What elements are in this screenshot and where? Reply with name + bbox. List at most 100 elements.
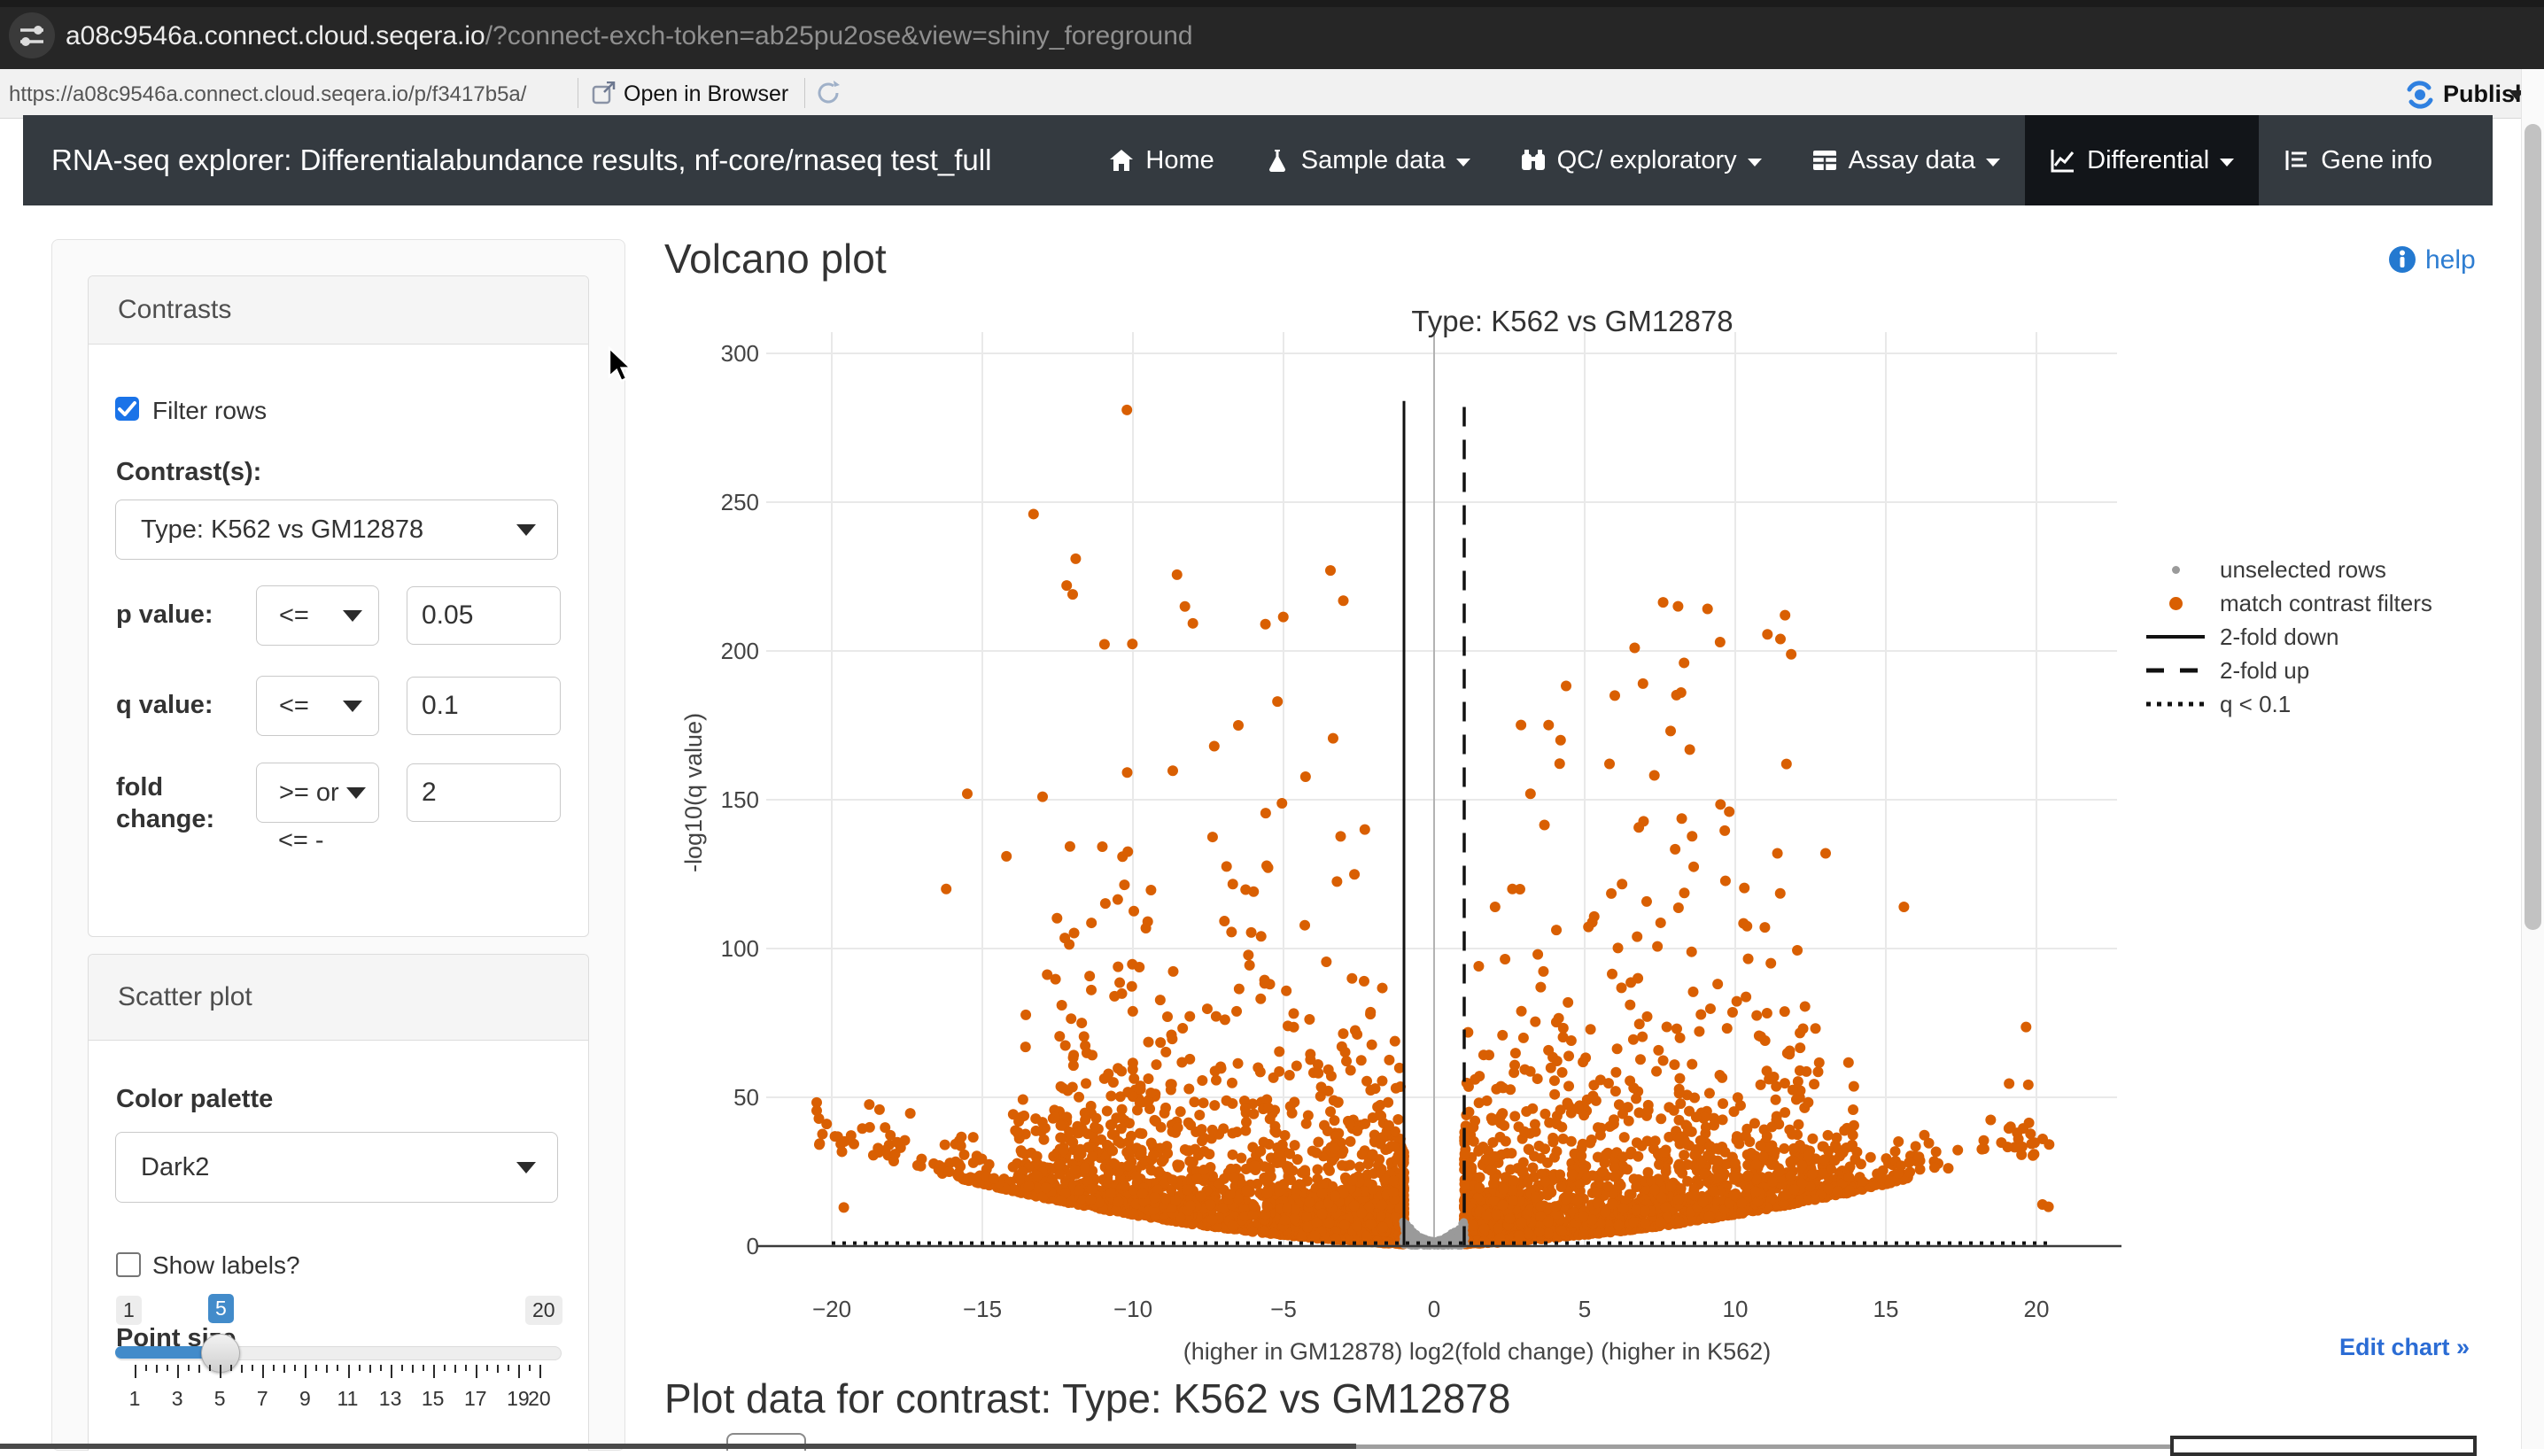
nav-label: Home (1145, 146, 1214, 175)
nav-item-differential[interactable]: Differential (2025, 115, 2259, 205)
legend-item-q-threshold: q < 0.1 (2144, 687, 2432, 721)
legend-label: unselected rows (2220, 556, 2386, 584)
nav-item-sample-data[interactable]: Sample data (1239, 115, 1495, 205)
color-palette-value: Dark2 (141, 1153, 209, 1182)
edit-chart-link[interactable]: Edit chart » (2339, 1334, 2470, 1361)
chevron-down-icon (2220, 159, 2234, 167)
help-link[interactable]: help (2425, 245, 2476, 275)
home-icon (1108, 147, 1135, 174)
app-title: RNA-seq explorer: Differentialabundance … (51, 143, 991, 177)
filter-rows-checkbox[interactable] (115, 397, 139, 421)
open-in-browser-icon[interactable] (592, 81, 617, 106)
nav-label: Gene info (2321, 146, 2432, 175)
tune-icon[interactable] (9, 12, 55, 58)
q-value-input-value: 0.1 (422, 691, 459, 721)
chevron-down-icon (1456, 159, 1470, 167)
chevron-down-icon (1748, 159, 1762, 167)
plot-legend: unselected rows match contrast filters 2… (2144, 553, 2432, 721)
orange-dot-icon (2144, 597, 2207, 610)
p-value-input[interactable]: 0.05 (407, 586, 561, 645)
refresh-icon[interactable] (815, 80, 842, 106)
nav-item-gene-info[interactable]: Gene info (2259, 115, 2457, 205)
bottom-edge-dark (0, 1444, 1356, 1449)
fold-change-operator-select[interactable]: >= or (256, 763, 379, 823)
chevron-down-icon (516, 524, 536, 536)
sidebar-well: Contrasts Filter rows Contrast(s): Type:… (51, 239, 625, 1451)
solid-line-icon (2144, 633, 2207, 640)
nav-item-assay-data[interactable]: Assay data (1787, 115, 2025, 205)
url-query: /?connect-exch-token=ab25pu2ose&view=shi… (485, 21, 1193, 50)
dotted-line-icon (2144, 701, 2207, 708)
divider (804, 78, 805, 108)
legend-item-2fold-down: 2-fold down (2144, 620, 2432, 654)
nav-label: Sample data (1301, 146, 1446, 175)
operator-value: <= (279, 601, 309, 631)
info-icon[interactable] (2388, 245, 2416, 274)
operator-value: >= or (279, 778, 339, 808)
legend-label: match contrast filters (2220, 590, 2432, 617)
nav-item-home[interactable]: Home (1083, 115, 1238, 205)
nav-label: QC/ exploratory (1557, 146, 1737, 175)
q-value-label: q value: (116, 691, 213, 720)
gray-dot-icon (2144, 566, 2207, 574)
browser-address-bar[interactable]: a08c9546a.connect.cloud.seqera.io/?conne… (0, 0, 2544, 69)
panel-title: Scatter plot (118, 982, 252, 1012)
fold-change-operator-overflow: <= - (278, 826, 324, 856)
legend-label: 2-fold up (2220, 657, 2309, 685)
contrast-select[interactable]: Type: K562 vs GM12878 (115, 500, 558, 560)
contrasts-panel-header: Contrasts (89, 276, 588, 345)
mouse-cursor (608, 346, 643, 387)
connect-toolbar: https://a08c9546a.connect.cloud.seqera.i… (0, 69, 2544, 119)
nav-label: Differential (2087, 146, 2209, 175)
line-chart-icon (2050, 147, 2076, 174)
q-value-input[interactable]: 0.1 (407, 677, 561, 735)
chevron-down-icon (516, 1162, 536, 1173)
chevron-down-icon (343, 701, 362, 712)
chevron-down-icon (343, 610, 362, 622)
filter-rows-label: Filter rows (152, 397, 267, 425)
fold-change-input-value: 2 (422, 778, 437, 808)
bottom-edge-gray (1356, 1444, 2170, 1449)
url-text[interactable]: a08c9546a.connect.cloud.seqera.io/?conne… (66, 0, 1193, 69)
binoculars-icon (1520, 147, 1547, 174)
p-value-operator-select[interactable]: <= (256, 585, 379, 646)
legend-item-unselected: unselected rows (2144, 553, 2432, 586)
operator-value: <= (279, 692, 309, 721)
nav-item-qc-exploratory[interactable]: QC/ exploratory (1495, 115, 1787, 205)
page-title: Volcano plot (664, 235, 887, 283)
scrollbar-thumb[interactable] (2525, 124, 2541, 930)
p-value-input-value: 0.05 (422, 600, 473, 631)
legend-label: 2-fold down (2220, 623, 2338, 651)
proxy-url-label: https://a08c9546a.connect.cloud.seqera.i… (9, 69, 526, 118)
nav-items: Home Sample data QC/ exploratory Assay d… (1083, 115, 2457, 205)
dashed-line-icon (2144, 667, 2207, 674)
table-icon (1811, 147, 1838, 174)
open-in-browser-button[interactable]: Open in Browser (624, 69, 788, 118)
show-labels-checkbox[interactable] (116, 1252, 141, 1277)
app-navbar: RNA-seq explorer: Differentialabundance … (23, 115, 2493, 205)
color-palette-label: Color palette (116, 1085, 273, 1114)
publish-sync-icon (2402, 77, 2438, 112)
color-palette-select[interactable]: Dark2 (115, 1132, 558, 1203)
point-size-label: Point size (116, 1324, 236, 1353)
q-value-operator-select[interactable]: <= (256, 676, 379, 736)
nav-label: Assay data (1849, 146, 1975, 175)
legend-label: q < 0.1 (2220, 691, 2291, 718)
plot-data-heading: Plot data for contrast: Type: K562 vs GM… (664, 1375, 1510, 1422)
scatter-plot-panel-header: Scatter plot (89, 955, 588, 1041)
chevron-down-icon (346, 787, 366, 799)
contrast-label: Contrast(s): (116, 458, 261, 487)
panel-title: Contrasts (118, 295, 231, 325)
page-scrollbar[interactable] (2521, 69, 2544, 1449)
fold-change-label: fold change: (116, 771, 231, 836)
flask-icon (1264, 147, 1291, 174)
legend-item-match-filters: match contrast filters (2144, 586, 2432, 620)
p-value-label: p value: (116, 600, 213, 630)
fold-change-input[interactable]: 2 (407, 763, 561, 822)
list-icon (2284, 147, 2310, 174)
chevron-down-icon (1986, 159, 2000, 167)
url-domain: a08c9546a.connect.cloud.seqera.io (66, 21, 485, 50)
show-labels-label: Show labels? (152, 1251, 300, 1280)
